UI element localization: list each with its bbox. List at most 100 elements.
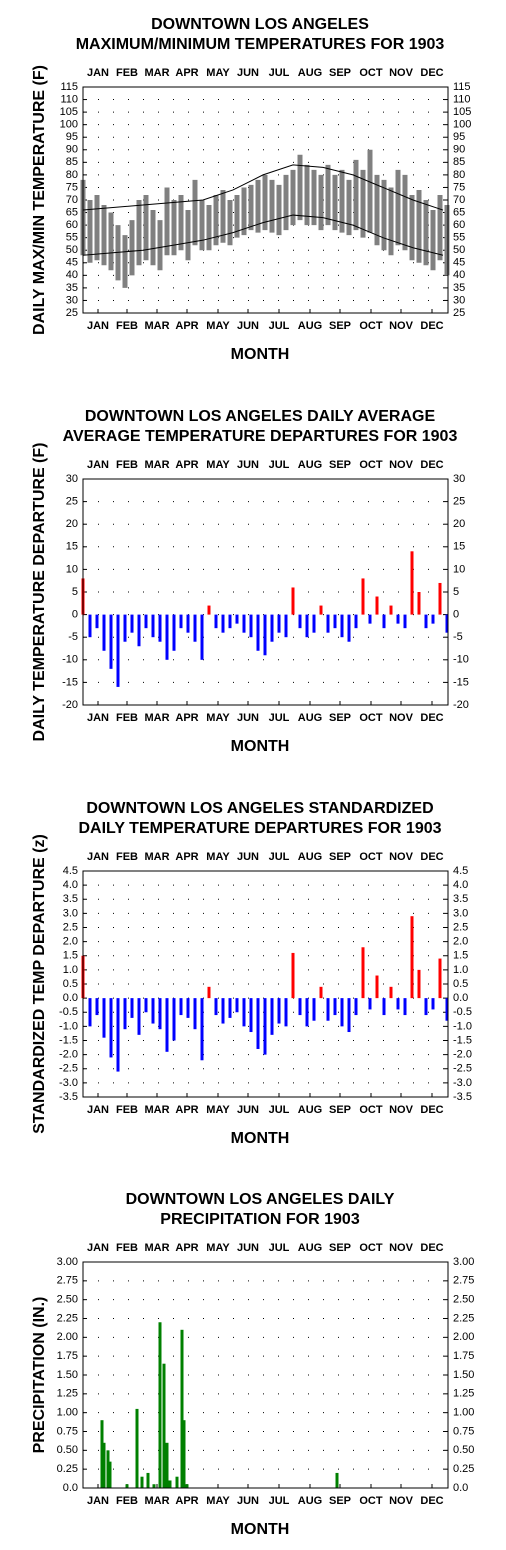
month-label-bottom: APR bbox=[175, 712, 198, 724]
month-label-top: JAN bbox=[87, 67, 109, 79]
y-tick-label-right: 1.25 bbox=[453, 1388, 474, 1400]
bar bbox=[361, 947, 365, 999]
y-tick-label-right: 3.5 bbox=[453, 893, 468, 905]
chart-title: AVERAGE TEMPERATURE DEPARTURES FOR 1903 bbox=[63, 428, 458, 445]
bar bbox=[417, 592, 421, 615]
bar bbox=[445, 998, 449, 1021]
bar bbox=[193, 614, 197, 642]
y-tick-label: 0.5 bbox=[63, 978, 78, 990]
y-tick-label-right: 2.00 bbox=[453, 1331, 474, 1343]
month-label-top: MAY bbox=[206, 459, 230, 471]
y-tick-label: 0.0 bbox=[63, 992, 78, 1004]
bar bbox=[417, 969, 421, 999]
month-label-bottom: JAN bbox=[87, 1104, 109, 1116]
month-label-bottom: DEC bbox=[420, 1495, 443, 1507]
bar bbox=[431, 614, 435, 624]
month-label-bottom: DEC bbox=[420, 712, 443, 724]
month-label-bottom: JUN bbox=[237, 320, 259, 332]
bar bbox=[347, 998, 351, 1033]
y-tick-label: 15 bbox=[66, 541, 78, 553]
y-tick-label: 85 bbox=[66, 156, 78, 168]
bar bbox=[144, 614, 148, 629]
y-tick-label: 20 bbox=[66, 518, 78, 530]
month-label-bottom: AUG bbox=[298, 320, 322, 332]
y-tick-label: 0.25 bbox=[57, 1463, 78, 1475]
y-axis-title: DAILY MAX/MIN TEMPERATURE (F) bbox=[31, 65, 48, 335]
y-tick-label-right: -0.5 bbox=[453, 1006, 472, 1018]
bar bbox=[368, 614, 372, 624]
month-label-top: JAN bbox=[87, 1242, 109, 1254]
y-tick-label: -20 bbox=[62, 699, 78, 711]
y-tick-label: 40 bbox=[66, 269, 78, 281]
y-tick-label-right: 4.5 bbox=[453, 865, 468, 877]
y-tick-label-right: 0.50 bbox=[453, 1444, 474, 1456]
bar bbox=[151, 614, 155, 638]
bar bbox=[214, 998, 218, 1016]
month-label-bottom: APR bbox=[175, 320, 198, 332]
y-tick-label: 2.00 bbox=[57, 1331, 78, 1343]
bar bbox=[106, 1450, 110, 1488]
bar bbox=[158, 1322, 162, 1488]
bar bbox=[354, 614, 358, 629]
month-label-bottom: JUN bbox=[237, 1104, 259, 1116]
month-label-top: AUG bbox=[298, 1242, 322, 1254]
y-tick-label-right: -10 bbox=[453, 654, 469, 666]
month-label-top: JUL bbox=[269, 851, 290, 863]
y-tick-label-right: 2.75 bbox=[453, 1275, 474, 1287]
y-tick-label: 2.75 bbox=[57, 1275, 78, 1287]
month-label-bottom: DEC bbox=[420, 320, 443, 332]
month-label-bottom: OCT bbox=[359, 1104, 383, 1116]
y-tick-label-right: 1.75 bbox=[453, 1350, 474, 1362]
y-tick-label-right: 115 bbox=[453, 81, 471, 93]
bar bbox=[207, 605, 211, 615]
y-tick-label-right: 30 bbox=[453, 473, 465, 485]
x-axis-title: MONTH bbox=[231, 738, 290, 755]
y-tick-label: 4.5 bbox=[63, 865, 78, 877]
bar bbox=[291, 587, 295, 615]
y-tick-label: 3.5 bbox=[63, 893, 78, 905]
month-label-top: MAY bbox=[206, 851, 230, 863]
bar bbox=[333, 614, 337, 629]
month-label-top: APR bbox=[175, 1242, 198, 1254]
y-tick-label-right: 50 bbox=[453, 244, 465, 256]
bar bbox=[109, 614, 113, 669]
month-label-bottom: NOV bbox=[389, 1495, 414, 1507]
y-tick-label-right: 3.00 bbox=[453, 1256, 474, 1268]
y-tick-label-right: 4.0 bbox=[453, 879, 468, 891]
chart-title: DOWNTOWN LOS ANGELES bbox=[151, 16, 369, 33]
month-label-top: APR bbox=[175, 851, 198, 863]
month-label-bottom: FEB bbox=[116, 320, 138, 332]
bar bbox=[179, 998, 183, 1016]
month-label-top: DEC bbox=[420, 67, 443, 79]
y-tick-label: 0 bbox=[72, 609, 78, 621]
bar bbox=[403, 614, 407, 629]
month-label-bottom: MAR bbox=[144, 320, 169, 332]
y-tick-label-right: 45 bbox=[453, 257, 465, 269]
y-tick-label: 60 bbox=[66, 219, 78, 231]
bar bbox=[88, 614, 92, 638]
y-tick-label: 1.25 bbox=[57, 1388, 78, 1400]
month-label-bottom: AUG bbox=[298, 712, 322, 724]
bar bbox=[389, 605, 393, 615]
month-label-top: AUG bbox=[298, 851, 322, 863]
y-tick-label: 2.5 bbox=[63, 921, 78, 933]
y-tick-label-right: -15 bbox=[453, 676, 469, 688]
bar bbox=[125, 1484, 129, 1488]
bar bbox=[228, 998, 232, 1018]
month-label-top: NOV bbox=[389, 67, 414, 79]
y-tick-label-right: -5 bbox=[453, 631, 463, 643]
month-label-top: DEC bbox=[420, 851, 443, 863]
month-label-top: JUN bbox=[237, 67, 259, 79]
bar bbox=[319, 605, 323, 615]
month-label-bottom: NOV bbox=[389, 712, 414, 724]
y-tick-label: 0.75 bbox=[57, 1425, 78, 1437]
month-label-top: DEC bbox=[420, 1242, 443, 1254]
bar bbox=[130, 998, 134, 1018]
month-label-top: JUL bbox=[269, 1242, 290, 1254]
bar bbox=[102, 998, 106, 1038]
y-tick-label: 1.00 bbox=[57, 1407, 78, 1419]
bar bbox=[438, 958, 442, 999]
y-tick-label: 80 bbox=[66, 169, 78, 181]
bar bbox=[235, 614, 239, 624]
month-label-top: APR bbox=[175, 459, 198, 471]
